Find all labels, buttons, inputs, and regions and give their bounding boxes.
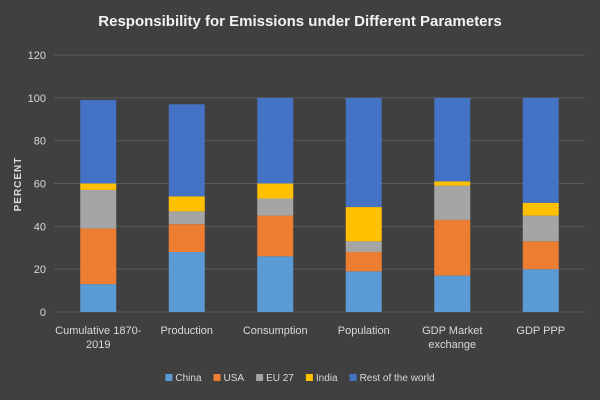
y-tick-label: 20	[34, 264, 46, 276]
x-tick-label: GDP PPP	[516, 325, 565, 337]
bar-segment	[345, 207, 382, 242]
bars	[80, 97, 559, 312]
bar-segment	[434, 275, 471, 312]
bar-segment	[80, 189, 117, 229]
bar-segment	[522, 215, 559, 242]
legend-swatch	[165, 374, 173, 381]
legend-label: Rest of the world	[360, 373, 435, 384]
bar-segment	[168, 211, 205, 225]
y-tick-label: 120	[28, 50, 46, 62]
legend-swatch	[256, 374, 264, 381]
y-tick-label: 100	[28, 93, 46, 105]
legend-label: EU 27	[266, 373, 294, 384]
bar-segment	[80, 228, 117, 285]
bar-segment	[345, 241, 382, 253]
bar-segment	[434, 219, 471, 276]
bar-segment	[345, 97, 382, 208]
bar-segment	[168, 104, 205, 197]
legend-label: China	[175, 373, 202, 384]
y-axis-ticks: 0 20 40 60 80 100 120	[28, 50, 46, 319]
bar-segment	[522, 97, 559, 203]
bar-segment	[522, 269, 559, 312]
legend-label: USA	[224, 373, 245, 384]
bar-segment	[80, 183, 117, 190]
chart-title: Responsibility for Emissions under Diffe…	[98, 13, 501, 30]
legend-swatch	[305, 374, 313, 381]
bar-segment	[257, 198, 294, 216]
bar-segment	[257, 215, 294, 257]
legend: China USA EU 27 India Rest of the world	[165, 373, 435, 384]
bar-segment	[168, 252, 205, 312]
x-axis-ticks: Cumulative 1870-2019 Production Consumptio…	[55, 325, 565, 351]
bar-segment	[434, 97, 471, 182]
x-tick-label: Cumulative 1870-2019	[55, 325, 142, 351]
x-tick-label: Production	[160, 325, 213, 337]
bar-segment	[434, 185, 471, 220]
bar-segment	[522, 202, 559, 216]
bar-segment	[257, 183, 294, 199]
bar-segment	[257, 256, 294, 312]
bar-segment	[168, 196, 205, 212]
x-tick-label: Consumption	[243, 325, 308, 337]
legend-swatch	[349, 374, 357, 381]
y-tick-label: 60	[34, 179, 46, 191]
bar-segment	[345, 252, 382, 272]
bar-segment	[522, 241, 559, 270]
y-axis-label: PERCENT	[13, 157, 24, 212]
y-tick-label: 40	[34, 221, 46, 233]
y-tick-label: 0	[40, 307, 46, 319]
legend-label: India	[316, 373, 338, 384]
bar-segment	[80, 284, 117, 312]
x-tick-label: GDP Market exchange	[422, 325, 482, 351]
x-tick-label: Population	[338, 325, 390, 337]
bar-segment	[257, 97, 294, 184]
bar-segment	[434, 181, 471, 186]
legend-swatch	[213, 374, 221, 381]
y-tick-label: 80	[34, 136, 46, 148]
bar-segment	[168, 224, 205, 253]
bar-segment	[80, 99, 117, 184]
bar-segment	[345, 271, 382, 312]
gridlines	[54, 54, 585, 313]
